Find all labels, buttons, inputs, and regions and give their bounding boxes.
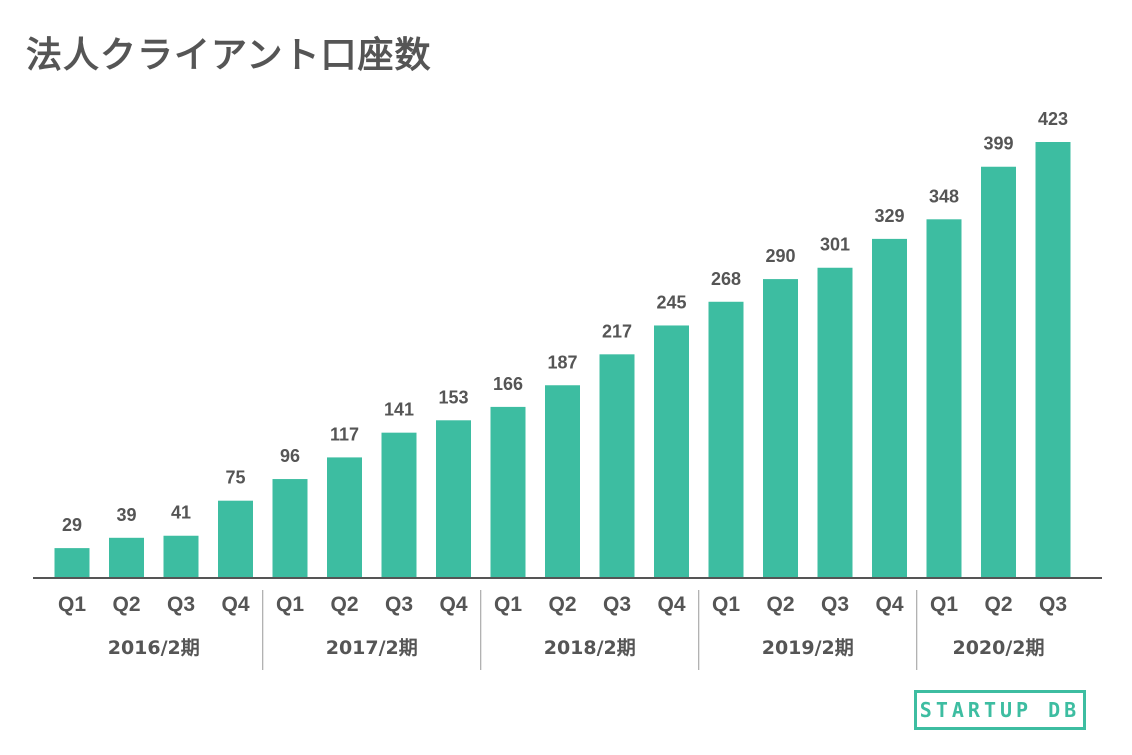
bar: [381, 432, 417, 578]
data-label: 153: [438, 387, 468, 407]
bar: [1035, 142, 1071, 578]
group-label: 2018/2期: [544, 637, 636, 659]
x-tick-label: Q1: [276, 593, 304, 616]
bar: [163, 535, 199, 578]
x-tick-label: Q3: [1039, 593, 1067, 616]
x-tick-label: Q3: [603, 593, 631, 616]
bar: [218, 500, 253, 578]
data-label: 423: [1038, 109, 1068, 129]
group-label: 2016/2期: [108, 637, 200, 659]
bar: [436, 420, 471, 578]
data-label: 329: [874, 206, 904, 226]
bar: [708, 301, 744, 578]
x-tick-label: Q4: [439, 593, 467, 616]
bar: [327, 457, 362, 578]
bar: [981, 166, 1016, 578]
data-label: 301: [820, 235, 850, 255]
bar: [926, 219, 962, 578]
bar: [763, 279, 798, 578]
x-tick-label: Q1: [712, 593, 740, 616]
x-tick-label: Q2: [766, 593, 794, 616]
x-tick-label: Q1: [930, 593, 958, 616]
data-label: 96: [280, 446, 300, 466]
bar: [872, 238, 907, 578]
x-tick-label: Q1: [58, 593, 86, 616]
data-label: 29: [62, 515, 82, 535]
x-tick-label: Q2: [984, 593, 1012, 616]
bar: [490, 406, 526, 578]
x-tick-label: Q3: [385, 593, 413, 616]
bar: [817, 267, 853, 578]
x-tick-label: Q3: [167, 593, 195, 616]
data-label: 166: [493, 374, 523, 394]
group-label: 2019/2期: [762, 637, 854, 659]
bar: [545, 385, 580, 578]
data-label: 217: [602, 321, 632, 341]
x-tick-label: Q2: [112, 593, 140, 616]
x-tick-label: Q4: [875, 593, 903, 616]
x-tick-label: Q3: [821, 593, 849, 616]
chart-title: 法人クライアント口座数: [26, 35, 432, 76]
bar: [599, 354, 635, 578]
x-tick-label: Q2: [548, 593, 576, 616]
x-tick-label: Q4: [221, 593, 249, 616]
x-tick-label: Q2: [330, 593, 358, 616]
bar: [654, 325, 689, 578]
x-tick-label: Q4: [657, 593, 685, 616]
data-label: 290: [765, 246, 795, 266]
data-label: 117: [330, 424, 359, 444]
data-label: 268: [711, 269, 741, 289]
bar: [272, 479, 308, 578]
data-label: 245: [656, 292, 686, 312]
data-label: 41: [171, 503, 191, 523]
data-label: 187: [547, 352, 577, 372]
bar: [109, 537, 144, 578]
startup-db-logo: STARTUP DB: [914, 690, 1086, 730]
group-label: 2020/2期: [952, 637, 1044, 659]
x-tick-label: Q1: [494, 593, 522, 616]
data-label: 75: [225, 468, 245, 488]
data-label: 399: [983, 134, 1013, 154]
group-label: 2017/2期: [326, 637, 418, 659]
bar: [54, 548, 90, 578]
data-label: 348: [929, 186, 959, 206]
data-label: 141: [384, 400, 414, 420]
data-label: 39: [116, 505, 136, 525]
